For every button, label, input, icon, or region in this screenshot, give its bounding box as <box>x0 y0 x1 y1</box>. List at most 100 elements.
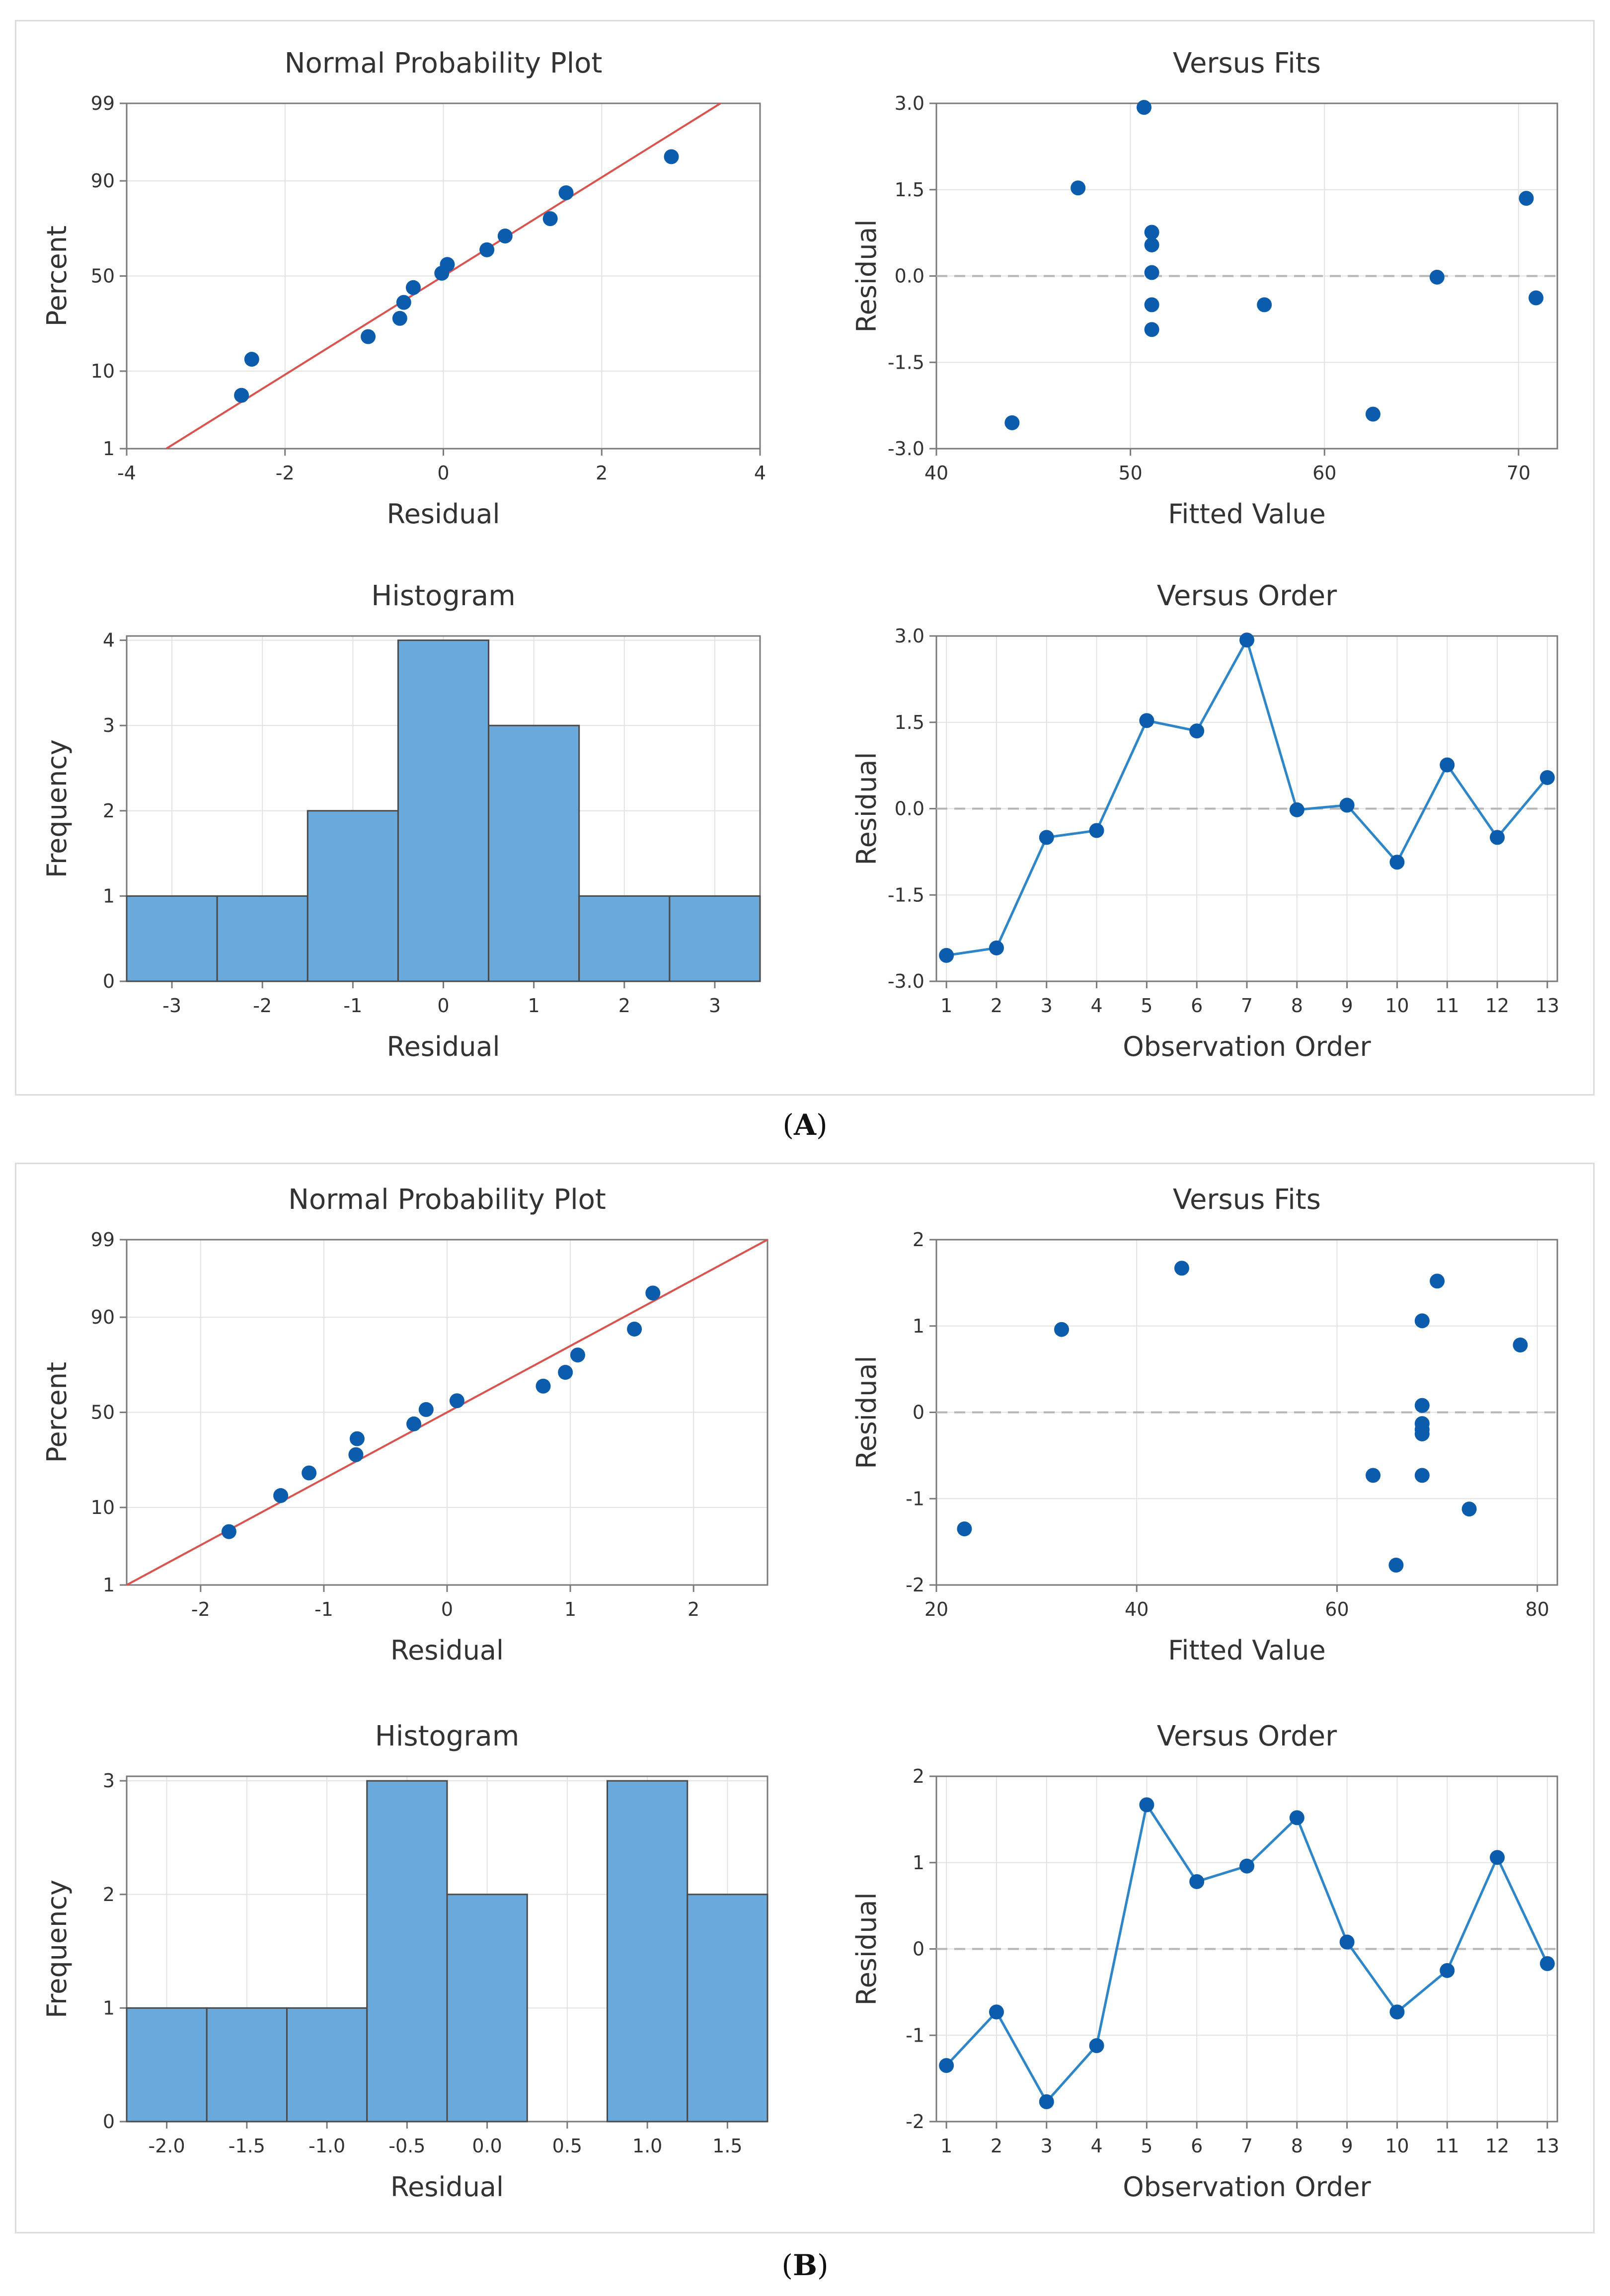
a-versus-order-x-tick-label: 6 <box>1191 995 1203 1017</box>
b-versus-fits-x-tick-label: 60 <box>1325 1598 1349 1620</box>
a-versus-order-point <box>989 940 1004 955</box>
b-versus-fits-y-tick-label: 0 <box>913 1402 924 1424</box>
a-versus-fits-y-tick-label: 3.0 <box>895 92 924 114</box>
a-normal-probability-plot-point <box>234 388 249 403</box>
b-versus-order-x-tick-label: 10 <box>1385 2135 1409 2157</box>
b-versus-order-y-tick-label: 0 <box>913 1938 924 1960</box>
a-versus-fits-y-tick-label: 0.0 <box>895 265 924 287</box>
b-normal-probability-plot-point <box>349 1431 365 1446</box>
b-versus-order-x-tick-label: 2 <box>991 2135 1002 2157</box>
a-versus-order-x-tick-label: 13 <box>1535 995 1559 1017</box>
a-versus-order-point <box>1089 823 1104 838</box>
b-histogram-x-tick-label: 1.0 <box>632 2135 662 2157</box>
b-versus-order-y-tick-label: 1 <box>913 1852 924 1874</box>
b-histogram-x-tick-label: -2.0 <box>149 2135 185 2157</box>
b-versus-fits-x-tick-label: 40 <box>1125 1598 1149 1620</box>
a-histogram-x-tick-label: 1 <box>528 995 540 1017</box>
b-versus-order-point <box>1339 1934 1355 1950</box>
b-normal-probability-plot-y-tick-label: 50 <box>91 1402 115 1424</box>
a-normal-probability-plot-point <box>396 295 411 310</box>
a-versus-order-point <box>1490 830 1505 845</box>
a-versus-order-x-axis-label: Observation Order <box>1123 1031 1371 1062</box>
a-histogram-x-tick-label: 2 <box>618 995 630 1017</box>
b-versus-fits-point <box>957 1521 972 1537</box>
b-versus-order-point <box>1189 1874 1205 1889</box>
a-versus-fits-chart: 40 50 60 70 -3.0 -1.5 0.0 1.5 3.0 Versus Fits Fitt… <box>851 47 1558 530</box>
a-normal-probability-plot-y-tick-label: 10 <box>91 360 115 382</box>
b-versus-order-x-tick-label: 5 <box>1141 2135 1152 2157</box>
a-versus-fits-point <box>1365 406 1380 422</box>
a-normal-probability-plot-point <box>664 149 679 164</box>
a-versus-fits-point <box>1004 415 1020 430</box>
a-histogram-y-tick-label: 2 <box>103 800 115 822</box>
a-normal-probability-plot-point <box>361 329 376 344</box>
b-normal-probability-plot-point <box>348 1447 364 1462</box>
a-normal-probability-plot-point <box>405 280 421 295</box>
a-histogram-x-tick-label: -3 <box>162 995 181 1017</box>
b-histogram-bar <box>126 2007 208 2123</box>
b-histogram-y-tick-label: 1 <box>103 1997 115 2019</box>
b-histogram-y-tick-label: 3 <box>103 1770 115 1792</box>
b-histogram-x-tick-label: -1.0 <box>308 2135 345 2157</box>
a-versus-order-y-tick-label: -3.0 <box>888 970 924 992</box>
b-normal-probability-plot-title: Normal Probability Plot <box>288 1184 606 1216</box>
b-versus-order-point <box>1440 1963 1455 1978</box>
b-versus-order-point <box>1039 2094 1054 2110</box>
b-versus-fits-point <box>1174 1261 1189 1276</box>
a-versus-fits-y-tick-label: 1.5 <box>895 179 924 201</box>
b-versus-order-point <box>1139 1797 1154 1813</box>
b-versus-fits-point <box>1414 1426 1430 1441</box>
a-versus-order-point <box>1289 802 1304 817</box>
b-versus-order-point <box>1389 2004 1405 2020</box>
b-versus-fits-point <box>1461 1502 1477 1517</box>
b-normal-probability-plot-point <box>449 1393 464 1409</box>
a-normal-probability-plot-x-tick-label: 0 <box>437 462 449 484</box>
b-normal-probability-plot-x-tick-label: -1 <box>314 1598 333 1620</box>
a-versus-fits-x-tick-label: 70 <box>1507 462 1531 484</box>
b-histogram-x-tick-label: -1.5 <box>229 2135 265 2157</box>
a-versus-fits-x-tick-label: 50 <box>1118 462 1142 484</box>
a-versus-order-x-tick-label: 8 <box>1291 995 1303 1017</box>
a-normal-probability-plot-point <box>440 257 455 272</box>
b-versus-fits-x-tick-label: 20 <box>924 1598 948 1620</box>
b-versus-order-x-tick-label: 8 <box>1291 2135 1303 2157</box>
a-normal-probability-plot-y-tick-label: 1 <box>103 438 115 460</box>
b-versus-order-point <box>1490 1850 1505 1865</box>
a-versus-order-x-tick-label: 5 <box>1141 995 1152 1017</box>
b-versus-order-x-tick-label: 4 <box>1090 2135 1102 2157</box>
panel-b-caption-letter: B <box>792 2248 818 2282</box>
b-normal-probability-plot-point <box>273 1488 289 1504</box>
a-histogram-x-tick-label: 0 <box>437 995 449 1017</box>
b-histogram-x-tick-label: 0.5 <box>552 2135 582 2157</box>
b-normal-probability-plot-point <box>558 1365 573 1380</box>
b-versus-order-point <box>939 2058 954 2073</box>
a-normal-probability-plot-x-axis-label: Residual <box>386 498 500 530</box>
a-histogram-y-axis-label: Frequency <box>41 739 73 878</box>
b-versus-order-x-tick-label: 9 <box>1341 2135 1353 2157</box>
a-histogram-y-tick-label: 4 <box>103 630 115 651</box>
b-normal-probability-plot-chart: -2 -1 0 1 2 1 10 50 90 99 Normal Probability Plot R… <box>41 1184 768 1666</box>
a-versus-fits-point <box>1144 237 1159 252</box>
a-histogram-bar <box>397 639 490 982</box>
a-versus-order-y-tick-label: 0.0 <box>895 798 924 820</box>
b-histogram-y-axis-label: Frequency <box>41 1880 73 2018</box>
b-normal-probability-plot-x-axis-label: Residual <box>390 1635 504 1666</box>
a-versus-order-point <box>1039 830 1054 845</box>
b-histogram-x-tick-label: -0.5 <box>388 2135 425 2157</box>
a-versus-order-y-axis-label: Residual <box>851 752 882 865</box>
a-versus-fits-x-tick-label: 60 <box>1312 462 1336 484</box>
a-versus-fits-point <box>1257 297 1272 313</box>
b-histogram-x-tick-label: 1.5 <box>712 2135 742 2157</box>
b-versus-order-x-tick-label: 3 <box>1041 2135 1053 2157</box>
a-normal-probability-plot-title: Normal Probability Plot <box>285 47 603 79</box>
b-versus-fits-point <box>1430 1273 1445 1289</box>
a-versus-order-point <box>1389 855 1405 870</box>
b-histogram-bar <box>446 1894 528 2123</box>
a-versus-fits-point <box>1529 290 1544 306</box>
a-versus-order-x-tick-label: 10 <box>1385 995 1409 1017</box>
a-versus-fits-y-tick-label: -3.0 <box>888 438 924 460</box>
a-versus-fits-point <box>1144 265 1159 280</box>
b-versus-fits-y-tick-label: -2 <box>906 1574 924 1596</box>
b-versus-order-x-tick-label: 7 <box>1241 2135 1253 2157</box>
a-histogram-x-tick-label: 3 <box>709 995 721 1017</box>
